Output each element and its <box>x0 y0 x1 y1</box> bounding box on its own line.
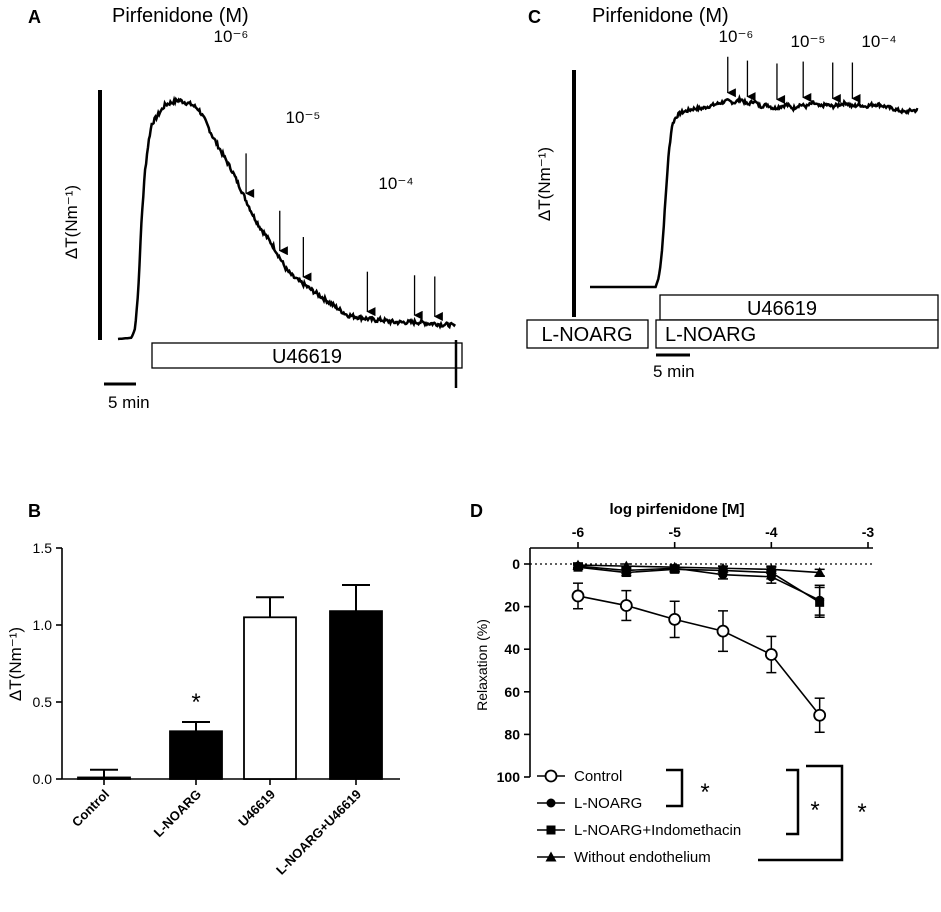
panel-d-x-tick-label: -6 <box>572 524 585 540</box>
panel-b-y-tick-label: 0.0 <box>33 771 53 787</box>
panel-d-x-tick-label: -4 <box>765 524 778 540</box>
panel-d-point-control <box>619 599 633 612</box>
panel-d-series-control <box>571 582 827 734</box>
panel-d-point-control <box>668 612 682 626</box>
panel-b-bars: * <box>77 583 383 780</box>
panel-c-dose-arrows <box>726 56 861 104</box>
panel-d: D log pirfenidone [M] -6 -5 -4 -3 0 20 40 60 80… <box>470 501 874 866</box>
panel-d-significance-3: * <box>857 799 866 826</box>
panel-a: A Pirfenidone (M) ΔT(Nm⁻¹) 10⁻⁶ 10⁻⁵ 10⁻… <box>28 5 463 412</box>
panel-d-legend-marker-l-noarg <box>546 798 556 808</box>
panel-a-time-scale-label: 5 min <box>108 393 150 412</box>
panel-b-y-ticks: 0.0 0.5 1.0 1.5 <box>33 540 62 787</box>
panel-d-y-tick-label: 0 <box>512 556 520 572</box>
panel-d-point-control <box>764 648 778 661</box>
panel-d-point-control <box>571 589 585 603</box>
panel-b-x-label: L-NOARG <box>151 787 205 841</box>
panel-a-dose-label-3: 10⁻⁴ <box>378 174 413 193</box>
panel-d-y-tick-label: 20 <box>504 599 520 615</box>
panel-d-y-tick-label: 100 <box>497 769 521 785</box>
panel-b-bar-l-noarg <box>169 730 223 780</box>
panel-c-time-scale-label: 5 min <box>653 362 695 381</box>
panel-d-bracket-2 <box>786 768 800 836</box>
panel-a-u46619-bar <box>151 342 463 369</box>
panel-d-point-l-noarg <box>766 572 776 582</box>
panel-b-y-tick-label: 1.0 <box>33 617 53 633</box>
panel-b-significance: * <box>191 689 200 716</box>
panel-d-legend-label-control: Control <box>574 768 622 785</box>
panel-a-ylabel: ΔT(Nm⁻¹) <box>62 185 81 259</box>
panel-c-title: Pirfenidone (M) <box>592 5 729 27</box>
panel-d-point-control <box>813 708 827 722</box>
panel-d-legend: Control L-NOARG L-NOARG+Indomethacin Withou… <box>537 768 741 866</box>
panel-c-lnoarg-label-2: L-NOARG <box>665 324 756 346</box>
panel-d-bracket-1 <box>666 768 684 808</box>
panel-d-line-control <box>577 595 821 716</box>
panel-b-ylabel: ΔT(Nm⁻¹) <box>6 627 25 701</box>
panel-c-letter: C <box>528 7 541 27</box>
panel-d-legend-label-without-endothelium: Without endothelium <box>574 849 711 866</box>
panel-d-point-l-noarg <box>621 565 631 575</box>
panel-d-legend-label-l-noarg: L-NOARG <box>574 795 642 812</box>
panel-b-letter: B <box>28 501 41 521</box>
panel-c-dose-label-2: 10⁻⁵ <box>791 32 826 51</box>
panel-d-significance-2: * <box>810 797 819 824</box>
panel-d-legend-marker-without-endothelium <box>545 851 557 862</box>
panel-d-line-l-noarg <box>577 565 821 601</box>
panel-d-point-l-noarg <box>718 570 728 580</box>
panel-d-significance-1: * <box>700 779 709 806</box>
panel-d-legend-marker-control <box>544 769 558 783</box>
panel-b-x-label: L-NOARG+U46619 <box>273 787 364 878</box>
panel-c-dose-label-3: 10⁻⁴ <box>861 32 896 51</box>
panel-b-bar-control <box>77 776 131 780</box>
panel-b-y-tick-label: 1.5 <box>33 540 53 556</box>
panel-a-u46619-label: U46619 <box>272 346 342 368</box>
panel-c-lnoarg-bar-1 <box>526 319 649 349</box>
panel-c-dose-label-1: 10⁻⁶ <box>719 27 754 46</box>
panel-b-x-label: U46619 <box>235 787 278 830</box>
panel-d-x-ticks: -6 -5 -4 -3 <box>572 524 875 548</box>
panel-a-dose-label-1: 10⁻⁶ <box>214 27 249 46</box>
panel-c-lnoarg-label-1: L-NOARG <box>541 324 632 346</box>
panel-d-letter: D <box>470 501 483 521</box>
panel-b-y-tick-label: 0.5 <box>33 694 53 710</box>
panel-a-dose-arrows <box>245 153 443 321</box>
panel-a-title: Pirfenidone (M) <box>112 5 249 27</box>
panel-d-point-without-endothelium <box>814 567 826 578</box>
panel-d-legend-label-l-noarg-indomethacin: L-NOARG+Indomethacin <box>574 822 741 839</box>
panel-c-lnoarg-bar-2 <box>655 319 939 349</box>
panel-d-point-l-noarg <box>670 563 680 573</box>
panel-b-x-label: Control <box>69 787 112 830</box>
panel-d-ylabel: Relaxation (%) <box>474 619 490 711</box>
panel-d-y-tick-label: 60 <box>504 684 520 700</box>
panel-c-u46619-label: U46619 <box>747 298 817 320</box>
panel-b: B 0.0 0.5 1.0 1.5 ΔT(Nm⁻¹) * Control L-NOARG… <box>6 501 400 878</box>
panel-d-point-control <box>716 624 730 638</box>
panel-c-trace <box>590 93 919 289</box>
panel-d-point-l-noarg <box>815 595 825 605</box>
panel-c: C Pirfenidone (M) ΔT(Nm⁻¹) 10⁻⁶ 10⁻⁵ 10⁻… <box>526 5 939 381</box>
panel-a-trace <box>117 95 457 341</box>
panel-d-series-l-noarg <box>573 561 825 616</box>
panel-a-letter: A <box>28 7 41 27</box>
panel-d-legend-marker-l-noarg-indomethacin <box>546 825 556 835</box>
panel-d-x-tick-label: -3 <box>862 524 875 540</box>
panel-a-dose-label-2: 10⁻⁵ <box>286 108 321 127</box>
panel-b-bar-u46619 <box>243 616 297 780</box>
panel-d-y-tick-label: 80 <box>504 726 520 742</box>
panel-d-y-tick-label: 40 <box>504 641 520 657</box>
panel-d-line-without-endothelium <box>577 564 820 574</box>
panel-d-xlabel: log pirfenidone [M] <box>610 501 745 518</box>
panel-d-series <box>571 559 827 734</box>
panel-d-bracket-3 <box>758 764 844 862</box>
panel-b-bar-l-noarg-u46619 <box>329 610 383 780</box>
panel-d-point-l-noarg <box>573 561 583 571</box>
panel-d-y-ticks: 0 20 40 60 80 100 <box>497 556 530 785</box>
panel-d-x-tick-label: -5 <box>668 524 681 540</box>
panel-d-line-l-noarg-indomethacin <box>577 566 821 604</box>
panel-c-ylabel: ΔT(Nm⁻¹) <box>535 147 554 221</box>
